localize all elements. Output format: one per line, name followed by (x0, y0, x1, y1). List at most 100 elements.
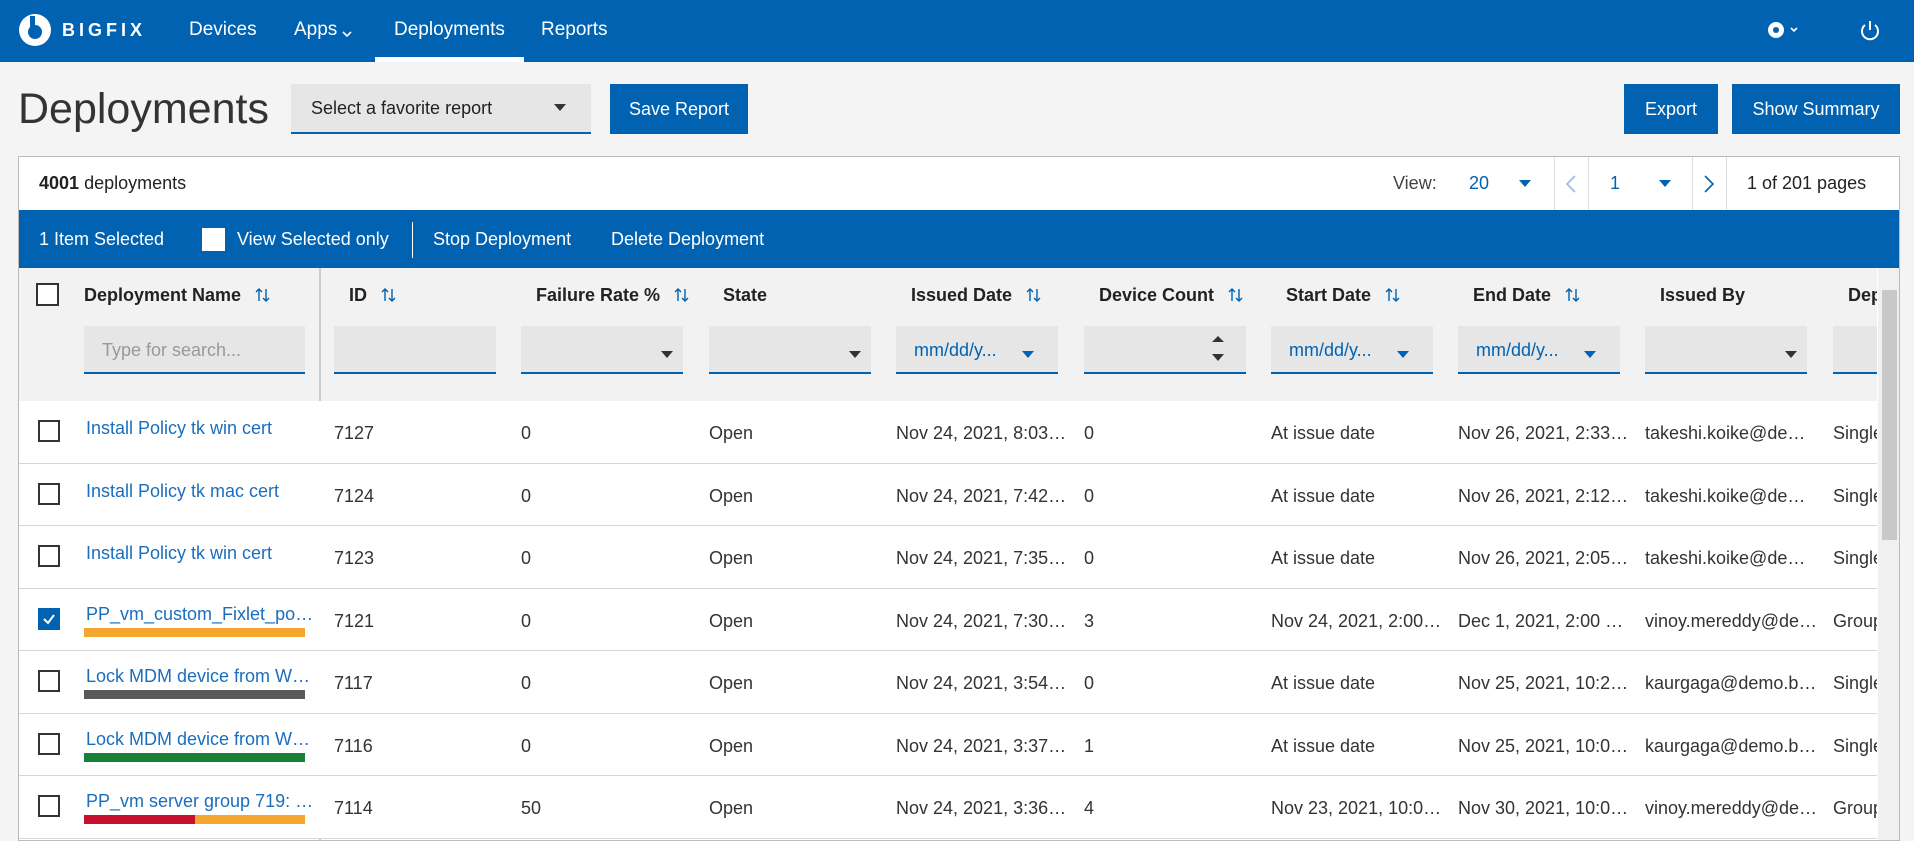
column-filter[interactable] (1645, 326, 1807, 374)
column-filter[interactable] (709, 326, 871, 374)
column-filter[interactable] (334, 326, 496, 374)
spinner-svg (1212, 336, 1224, 361)
checkbox[interactable] (38, 607, 60, 630)
checkbox[interactable] (202, 228, 225, 251)
deployment-link[interactable]: Install Policy tk mac cert (86, 480, 280, 501)
caret-svg (661, 351, 673, 358)
divider (412, 222, 413, 258)
deployment-link[interactable]: Install Policy tk win cert (86, 418, 273, 438)
cell: 0 (521, 673, 532, 693)
deployment-link[interactable]: Install Policy tk win cert (86, 543, 273, 563)
cell: Single (1833, 485, 1877, 506)
placeholder: mm/dd/y... (914, 340, 997, 360)
cell: Single (1833, 548, 1877, 568)
caret-svg (1397, 351, 1409, 358)
column-filter[interactable]: mm/dd/y... (896, 326, 1058, 374)
deployment-link[interactable]: PP_vm server group 719: … (86, 791, 314, 811)
next-page[interactable] (1703, 175, 1715, 193)
sort-icon (1026, 287, 1042, 308)
cell: 3 (1084, 610, 1095, 631)
count-label: deployments (84, 173, 187, 193)
search-input[interactable]: Type for search... (84, 326, 305, 374)
delete-deployment[interactable]: Delete Deployment (611, 229, 765, 249)
divider (1726, 157, 1727, 210)
deployment-link[interactable]: Lock MDM device from W… (86, 666, 311, 686)
placeholder: Type for search... (102, 340, 242, 360)
cell: Nov 25, 2021, 10:2… (1458, 673, 1629, 693)
cell: At issue date (1271, 673, 1376, 693)
column-filter[interactable] (521, 326, 683, 374)
row (19, 651, 1877, 714)
checkbox[interactable] (36, 283, 59, 306)
column-header: Device Count (1099, 285, 1215, 305)
scrollbar[interactable] (1878, 268, 1899, 840)
settings-icon[interactable] (1764, 17, 1800, 43)
cell: Group (1833, 798, 1877, 818)
nav-item[interactable]: Devices (189, 19, 257, 40)
cell: kaurgaga@demo.b… (1645, 673, 1817, 693)
sort-icon-svg (1565, 288, 1580, 302)
cell: Open (709, 548, 754, 568)
caret (554, 104, 566, 111)
deployment-link[interactable]: PP_vm_custom_Fixlet_po… (86, 603, 314, 624)
cell: Nov 24, 2021, 7:30… (896, 610, 1067, 631)
divider (1692, 157, 1693, 210)
checkbox[interactable] (38, 545, 60, 567)
column-filter[interactable] (1084, 326, 1246, 374)
nav-item[interactable]: Deployments (394, 19, 505, 40)
status-bar (194, 815, 305, 824)
column-filter[interactable]: mm/dd/y... (1271, 326, 1433, 374)
cell: Nov 23, 2021, 10:0… (1271, 798, 1442, 818)
checkbox[interactable] (38, 795, 60, 817)
checkbox[interactable] (38, 732, 60, 755)
brand: BIGFIX (62, 20, 147, 40)
sort-icon (1228, 287, 1244, 308)
cell: Open (709, 610, 754, 631)
caret (1397, 346, 1409, 364)
nav-item[interactable]: Reports (541, 19, 608, 40)
favorite-select[interactable]: Select a favorite report (291, 84, 591, 134)
export-button[interactable]: Export (1624, 84, 1718, 134)
checkbox[interactable] (38, 670, 60, 692)
stop-deployment[interactable]: Stop Deployment (433, 229, 572, 249)
sort-icon (255, 287, 271, 308)
caret (849, 346, 861, 364)
checkbox[interactable] (38, 482, 60, 505)
show-summary-button[interactable]: Show Summary (1732, 84, 1900, 134)
sort-icon (1565, 287, 1581, 308)
cell: Nov 24, 2021, 2:00… (1271, 610, 1442, 631)
save-report-button[interactable]: Save Report (610, 84, 748, 134)
cell: 4 (1084, 798, 1095, 818)
checkmark (43, 613, 55, 625)
sort-icon-svg (1385, 288, 1400, 302)
column-header: Dep (1848, 285, 1877, 305)
row (19, 588, 1877, 651)
cell: takeshi.koike@de… (1645, 548, 1806, 568)
cell: 7124 (334, 485, 375, 506)
cell: takeshi.koike@de… (1645, 485, 1806, 506)
cell: 0 (521, 423, 532, 443)
column-header: State (723, 285, 768, 305)
scroll-thumb[interactable] (1882, 290, 1897, 540)
prev-page[interactable] (1565, 175, 1577, 193)
caret (661, 346, 673, 364)
page-count: 1 of 201 pages (1747, 173, 1867, 193)
sort-icon (381, 287, 397, 308)
column-filter[interactable] (1833, 326, 1877, 374)
checkbox[interactable] (38, 420, 60, 442)
page-value[interactable]: 1 (1610, 173, 1621, 193)
sort-icon (1385, 287, 1401, 308)
caret (1659, 180, 1671, 187)
power-icon[interactable] (1858, 17, 1882, 43)
view-selected-only[interactable]: View Selected only (237, 229, 389, 249)
caret-svg (1584, 351, 1596, 358)
cell: Open (709, 673, 754, 693)
deployment-link[interactable]: Lock MDM device from W… (86, 728, 311, 749)
nav-item[interactable]: Apps (294, 19, 338, 40)
sort-icon-svg (381, 288, 396, 302)
cell: Nov 24, 2021, 3:36… (896, 798, 1067, 818)
column-filter[interactable]: mm/dd/y... (1458, 326, 1620, 374)
column-header: End Date (1473, 285, 1552, 305)
view-value[interactable]: 20 (1469, 173, 1490, 193)
cell: Nov 26, 2021, 2:12… (1458, 485, 1629, 506)
